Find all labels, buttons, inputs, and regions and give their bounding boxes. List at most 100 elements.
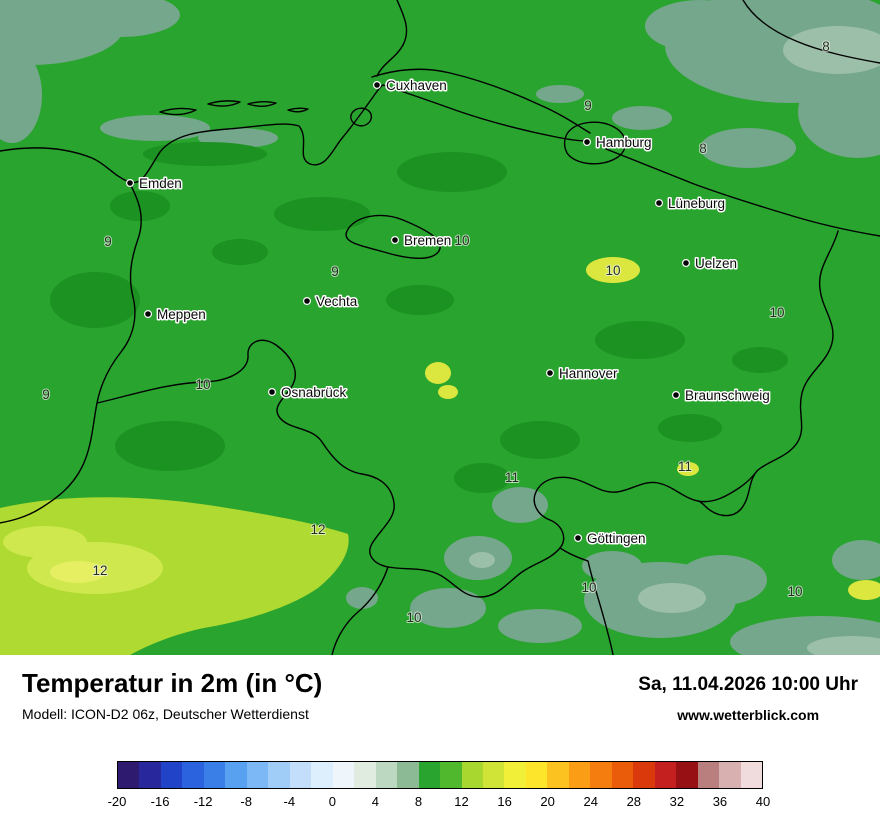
colorbar-tick-label: 4 (371, 794, 380, 809)
colorbar-cell (525, 762, 548, 788)
colorbar-cell (203, 762, 226, 788)
city-label: Lüneburg (668, 196, 725, 211)
city-marker-osnabrueck: Osnabrück (268, 384, 348, 402)
city-marker-cuxhaven: Cuxhaven (373, 77, 448, 95)
colorbar-cell (461, 762, 483, 788)
colorbar-cell (440, 762, 462, 788)
colorbar-tick-label: -8 (240, 794, 252, 809)
colorbar-cell (504, 762, 526, 788)
temp-label: 11 (505, 470, 519, 485)
colorbar-tick-label: 24 (583, 794, 598, 809)
city-dot (144, 310, 153, 319)
city-dot (681, 259, 690, 268)
colorbar-cell (139, 762, 161, 788)
city-dot (373, 80, 382, 89)
colorbar-cell (676, 762, 698, 788)
colorbar-tick-label: -4 (283, 794, 296, 809)
colorbar-cell (482, 762, 505, 788)
map-area: 9 8 8 9 10 9 10 10 10 9 11 11 12 12 10 1… (0, 0, 880, 668)
temp-label: 12 (92, 563, 107, 578)
colorbar-cell (740, 762, 763, 788)
colorbar-tick-label: 12 (454, 794, 469, 809)
city-dot (573, 533, 582, 542)
city-dot (125, 179, 134, 188)
footer-left-column: Temperatur in 2m (in °C) Modell: ICON-D2… (22, 669, 322, 722)
temp-label: 12 (310, 522, 325, 537)
colorbar-tick-label: -12 (193, 794, 213, 809)
light-teal-patches (469, 26, 880, 660)
city-label: Vechta (316, 294, 358, 309)
colorbar-cell (633, 762, 655, 788)
colorbar-cell (246, 762, 269, 788)
colorbar-cell (697, 762, 720, 788)
city-dot (391, 236, 400, 245)
colorbar-tick-label: -16 (150, 794, 170, 809)
city-label: Göttingen (587, 531, 646, 546)
colorbar-cell (160, 762, 183, 788)
temp-label: 8 (699, 141, 707, 156)
city-marker-goettingen: Göttingen (573, 530, 647, 548)
city-dot (303, 297, 312, 306)
city-marker-bremen: Bremen (391, 232, 453, 250)
temp-label: 11 (678, 459, 692, 474)
colorbar-cell (719, 762, 741, 788)
temperature-labels: 9 8 8 9 10 9 10 10 10 9 11 11 12 12 10 1… (41, 38, 831, 626)
footer-right-column: Sa, 11.04.2026 10:00 Uhr www.wetterblick… (638, 669, 858, 723)
city-label: Uelzen (695, 256, 737, 271)
colorbar-tick-label: -20 (107, 794, 127, 809)
colorbar-cell (268, 762, 290, 788)
temp-label: 10 (406, 610, 421, 625)
city-label: Bremen (404, 233, 451, 248)
model-info: Modell: ICON-D2 06z, Deutscher Wetterdie… (22, 705, 309, 722)
colorbar-cell (311, 762, 333, 788)
colorbar-tick-label: 32 (669, 794, 685, 809)
colorbar-tick-label: 36 (712, 794, 728, 809)
city-marker-hannover: Hannover (545, 365, 620, 383)
temp-label: 10 (454, 233, 469, 248)
city-dot (268, 388, 277, 397)
forecast-datetime: Sa, 11.04.2026 10:00 Uhr (638, 674, 858, 695)
temp-label: 10 (195, 377, 210, 392)
city-dot (545, 369, 554, 378)
city-marker-emden: Emden (125, 175, 183, 193)
coast-and-state-borders (0, 0, 880, 656)
page-title: Temperatur in 2m (in °C) (22, 668, 323, 698)
city-marker-meppen: Meppen (144, 306, 207, 324)
temp-label: 10 (605, 263, 620, 278)
temperature-map: 9 8 8 9 10 9 10 10 10 9 11 11 12 12 10 1… (0, 0, 880, 668)
colorbar-tick-label: 28 (626, 794, 642, 809)
colorbar-cell (332, 762, 355, 788)
colorbar-tick-label: 20 (540, 794, 555, 809)
colorbar-cell (568, 762, 591, 788)
city-label: Meppen (157, 307, 206, 322)
colorbar-tick-label: 0 (328, 794, 336, 809)
dark-green-patches (50, 142, 788, 493)
colorbar-tick-label: 8 (414, 794, 423, 809)
city-dot (654, 199, 663, 208)
city-label: Braunschweig (685, 388, 770, 403)
temp-label: 9 (42, 387, 50, 402)
colorbar: -20 -16 -12 -8 -4 0 4 8 12 16 20 24 28 32 36 40 (108, 761, 770, 810)
warm-yellow-spots (425, 257, 880, 600)
temp-label: 10 (787, 584, 802, 599)
colorbar-cell (654, 762, 677, 788)
colorbar-cell (289, 762, 312, 788)
city-marker-uelzen: Uelzen (681, 255, 739, 273)
city-marker-hamburg: Hamburg (582, 134, 653, 152)
colorbar-tick-label: 40 (755, 794, 771, 809)
colorbar-tick-label: 16 (497, 794, 512, 809)
city-label: Hannover (559, 366, 618, 381)
temp-label: 8 (822, 39, 830, 54)
colorbar-cell (225, 762, 247, 788)
city-markers: Cuxhaven Hamburg Emden Lüneburg Bremen (125, 77, 771, 548)
colorbar-cell (375, 762, 398, 788)
city-dot (671, 391, 680, 400)
temp-label: 9 (104, 234, 112, 249)
temp-label: 10 (769, 305, 784, 320)
colorbar-cell (547, 762, 569, 788)
warm-yellow-green-region (0, 497, 349, 655)
city-label: Osnabrück (281, 385, 347, 400)
colorbar-cell (182, 762, 204, 788)
website-text: www.wetterblick.com (677, 707, 820, 723)
